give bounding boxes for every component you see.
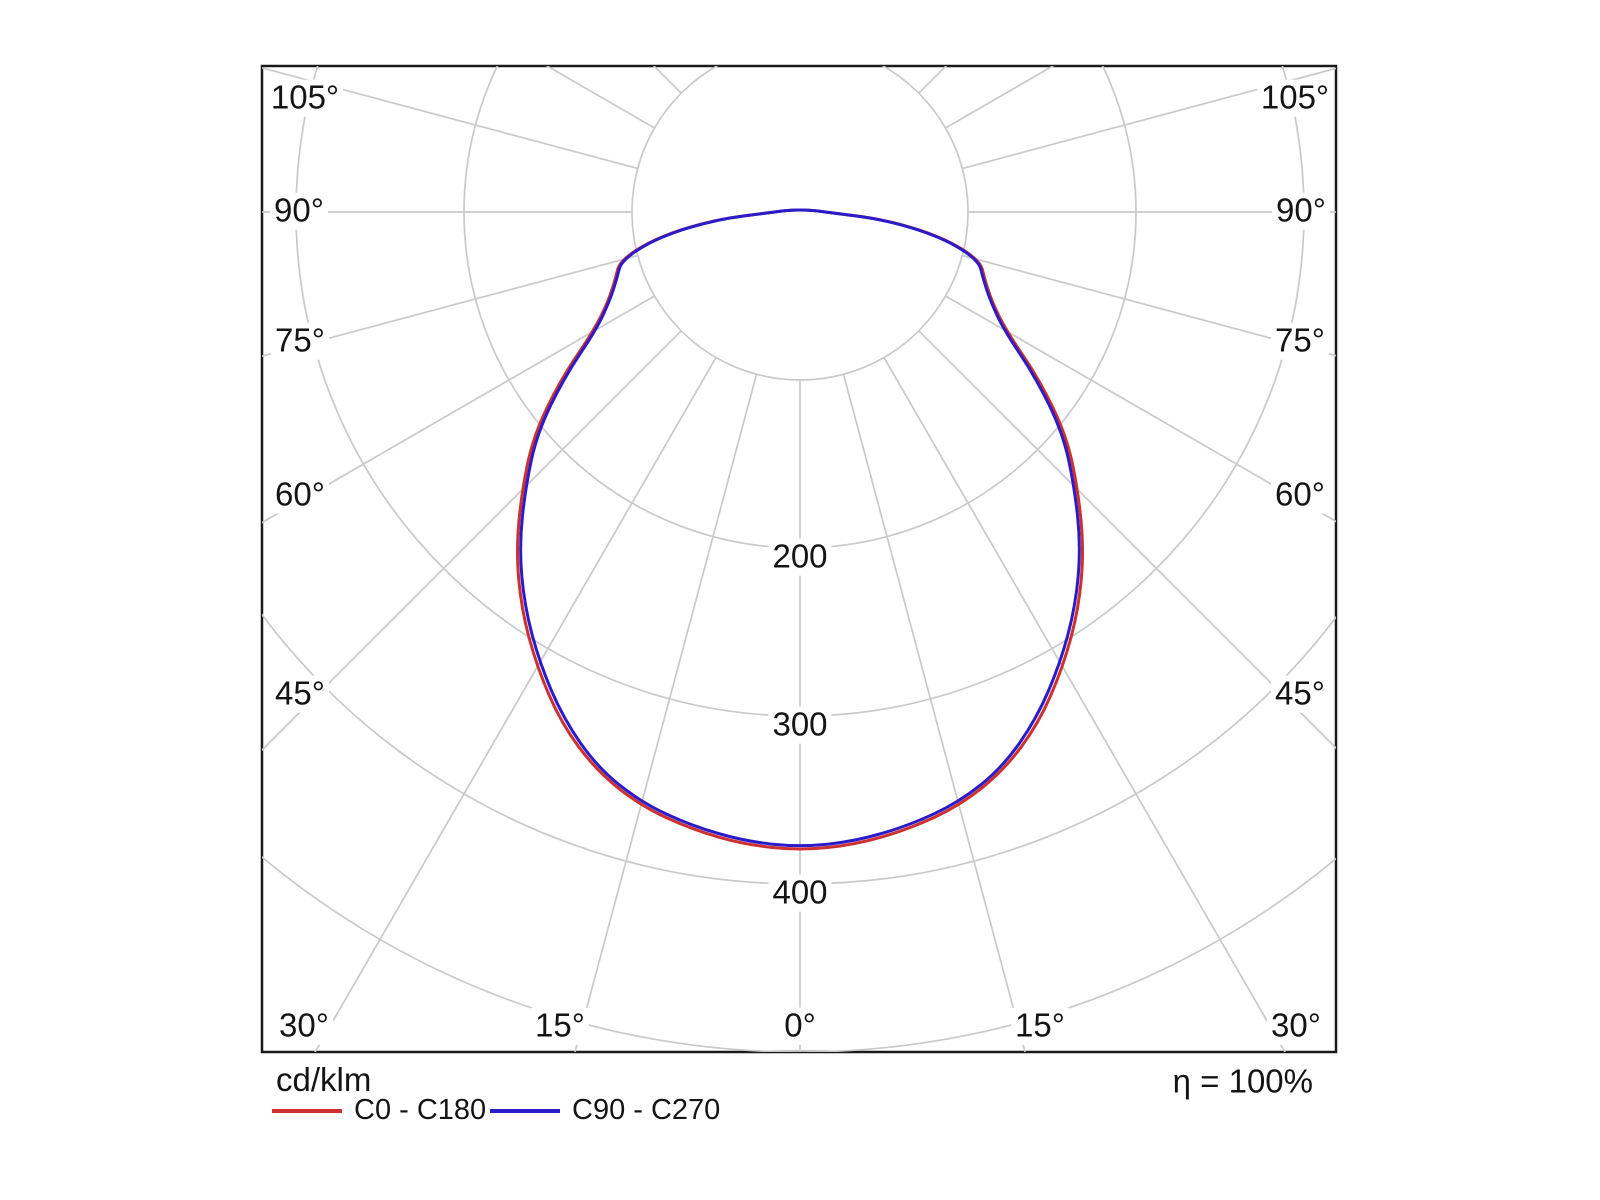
intensity-curves — [515, 208, 1085, 851]
angle-label-90deg: 90° — [270, 192, 328, 230]
curve-c90-c270 — [519, 208, 1081, 848]
legend-label-c0-c180: C0 - C180 — [354, 1094, 487, 1126]
grid-spoke-300 — [262, 295, 655, 524]
grid-spoke-195 — [386, 0, 757, 50]
grid-spoke-210 — [714, 66, 717, 67]
legend-swatch-blue — [490, 1108, 560, 1113]
grid-spoke-30 — [883, 357, 1286, 1052]
grid-spoke-330 — [314, 357, 717, 1052]
legend-entry-c0-c180: C0 - C180 — [272, 1096, 486, 1125]
angle-label-75deg: 75° — [1271, 322, 1329, 360]
grid-spoke-315 — [262, 330, 682, 752]
angle-label-60deg: 60° — [1271, 476, 1329, 514]
angle-label-0deg: 0° — [780, 1007, 820, 1045]
grid-spoke-105 — [962, 67, 1336, 170]
grid-spoke-60 — [945, 295, 1336, 523]
angle-label-90deg: 90° — [1272, 192, 1330, 230]
angle-label-60deg: 60° — [271, 476, 329, 514]
grid-spoke-255 — [262, 66, 638, 170]
angle-label-75deg: 75° — [271, 322, 329, 360]
ring-label-300: 300 — [768, 706, 832, 744]
ring-label-200: 200 — [768, 538, 832, 576]
angle-label-15deg: 15° — [1011, 1007, 1069, 1045]
grid-spoke-75 — [962, 254, 1336, 357]
angle-label-45deg: 45° — [271, 675, 329, 713]
efficiency-label: η = 100% — [1172, 1062, 1313, 1100]
angle-label-30deg: 30° — [1267, 1007, 1325, 1045]
angle-label-30deg: 30° — [275, 1007, 333, 1045]
angle-label-15deg: 15° — [531, 1007, 589, 1045]
grid-spoke-345 — [574, 374, 758, 1052]
angle-label-105deg: 105° — [266, 79, 344, 117]
grid-spoke-285 — [262, 254, 638, 358]
ring-label-400: 400 — [768, 874, 832, 912]
angle-label-45deg: 45° — [1271, 675, 1329, 713]
grid-spoke-150 — [883, 66, 886, 67]
grid-spoke-15 — [842, 374, 1026, 1052]
grid-spoke-165 — [843, 0, 1214, 50]
legend-label-c90-c270: C90 - C270 — [572, 1094, 721, 1126]
units-label: cd/klm — [276, 1061, 372, 1098]
grid-spoke-45 — [918, 330, 1336, 750]
angle-label-105deg: 105° — [1256, 79, 1334, 117]
legend-entry-c90-c270: C90 - C270 — [490, 1096, 720, 1125]
legend-swatch-red — [272, 1108, 342, 1113]
